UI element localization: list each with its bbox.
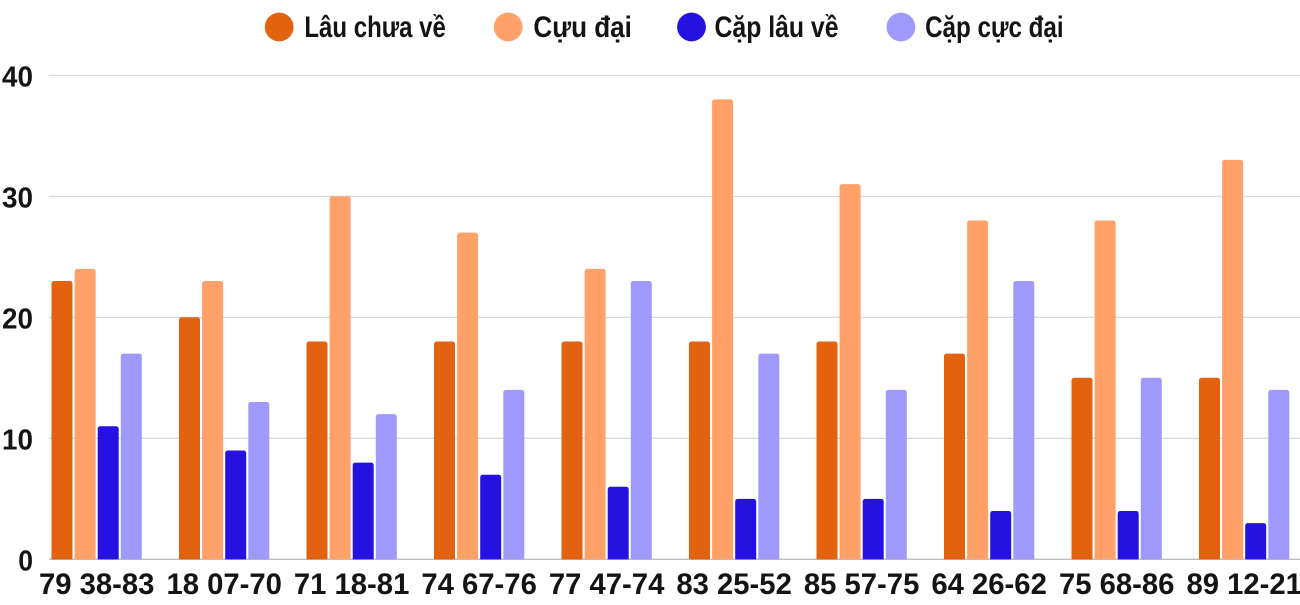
svg-text:18 07-70: 18 07-70	[166, 568, 282, 600]
svg-text:71 18-81: 71 18-81	[294, 568, 410, 600]
svg-text:40: 40	[2, 61, 33, 93]
svg-text:77 47-74: 77 47-74	[549, 568, 665, 600]
svg-text:10: 10	[2, 424, 33, 456]
svg-text:Cặp cực đại: Cặp cực đại	[925, 11, 1064, 44]
svg-text:Cặp lâu về: Cặp lâu về	[715, 11, 839, 44]
svg-text:83 25-52: 83 25-52	[676, 568, 792, 600]
svg-text:0: 0	[18, 545, 33, 577]
svg-text:64 26-62: 64 26-62	[931, 568, 1047, 600]
svg-text:30: 30	[2, 182, 33, 214]
svg-text:79 38-83: 79 38-83	[39, 568, 155, 600]
svg-text:89 12-21: 89 12-21	[1186, 568, 1300, 600]
svg-text:20: 20	[2, 303, 33, 335]
svg-text:Lâu chưa về: Lâu chưa về	[304, 11, 446, 44]
svg-text:Cựu đại: Cựu đại	[533, 11, 632, 44]
svg-text:74 67-76: 74 67-76	[421, 568, 537, 600]
svg-text:85 57-75: 85 57-75	[804, 568, 920, 600]
svg-text:75 68-86: 75 68-86	[1059, 568, 1175, 600]
